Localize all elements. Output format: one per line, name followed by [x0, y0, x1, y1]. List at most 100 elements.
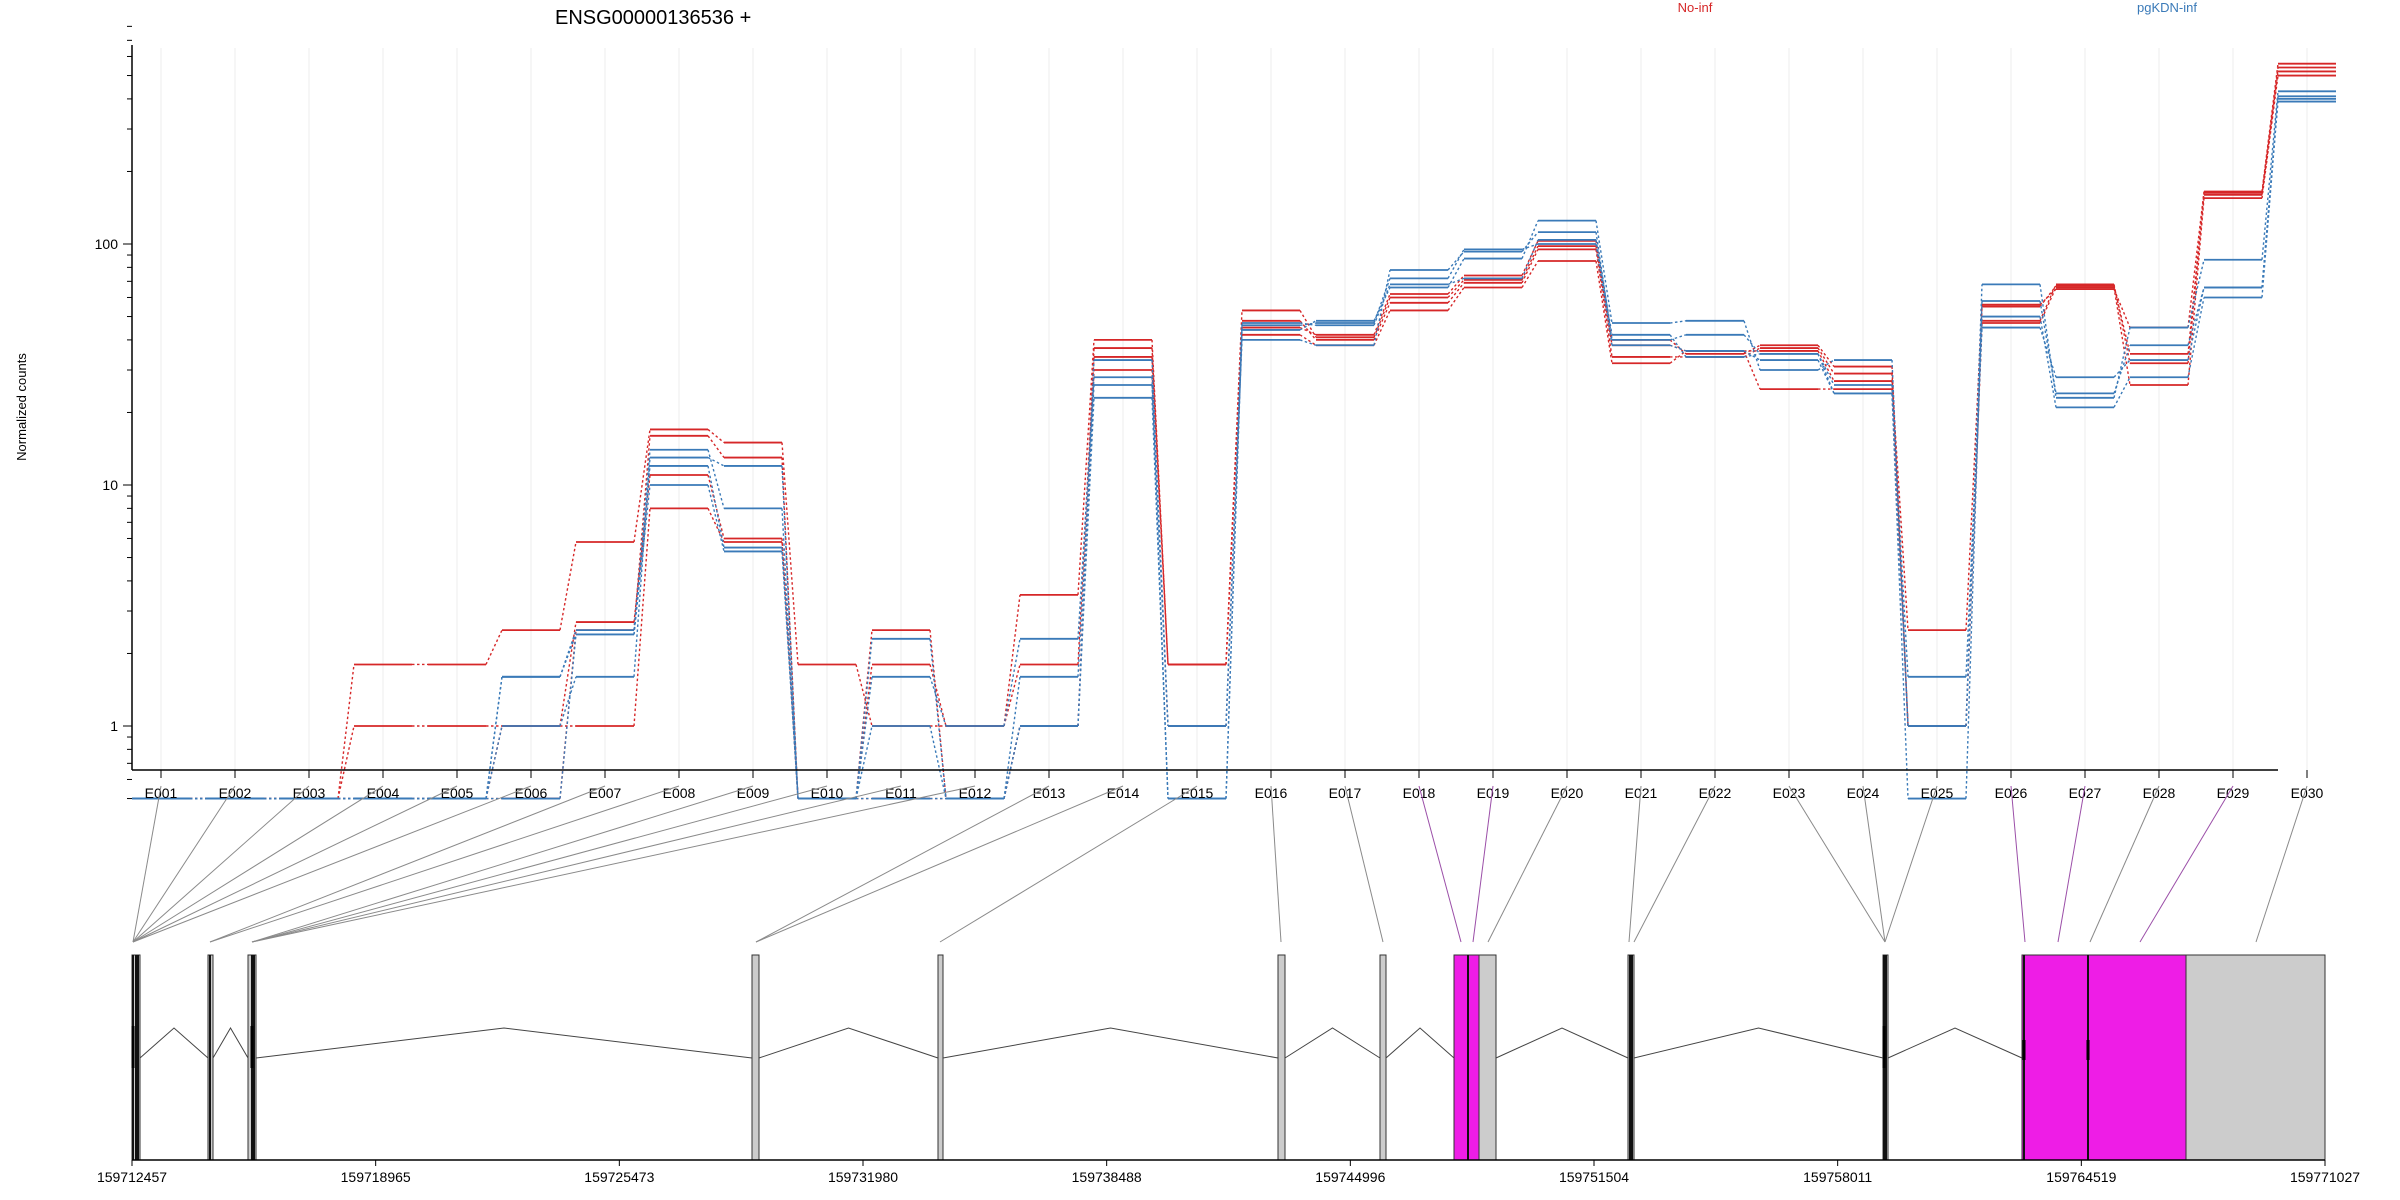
exon-connector: [251, 785, 902, 943]
x-tick-label: E015: [1181, 785, 1214, 801]
x-tick-label: E007: [589, 785, 622, 801]
exon-connector: [132, 785, 384, 943]
x-tick-label: E003: [293, 785, 326, 801]
exon-connector: [132, 785, 236, 943]
x-tick-label: E029: [2217, 785, 2250, 801]
intron-line: [212, 1027, 249, 1059]
series-no-inf-1: [132, 74, 2336, 800]
y-tick-label: 100: [95, 236, 119, 252]
exon-connector: [209, 785, 680, 943]
exon-connector: [132, 785, 310, 943]
exon-box-14: [2087, 954, 2187, 1161]
series-connector-line: [190, 101, 2279, 800]
intron-line: [942, 1027, 1279, 1059]
x-tick-label: E017: [1329, 785, 1362, 801]
genome-position-label: 159718965: [341, 1169, 411, 1185]
exon-connector: [132, 785, 162, 943]
x-tick-label: E010: [811, 785, 844, 801]
x-tick-label: E023: [1773, 785, 1806, 801]
exon-connector: [132, 785, 458, 943]
legend-pgkdn-inf: pgKDN-inf: [2137, 0, 2197, 15]
x-tick-label: E025: [1921, 785, 1954, 801]
genome-position-label: 159751504: [1559, 1169, 1629, 1185]
x-tick-label: E001: [145, 785, 178, 801]
x-tick-label: E030: [2291, 785, 2324, 801]
exon-box-15: [2185, 954, 2326, 1161]
series-pgkdn-inf-5: [132, 90, 2336, 800]
x-tick-label: E009: [737, 785, 770, 801]
x-tick-label: E005: [441, 785, 474, 801]
exon-connector: [1487, 785, 1568, 943]
intron-line: [1495, 1027, 1629, 1059]
x-tick-label: E022: [1699, 785, 1732, 801]
genome-position-label: 159771027: [2290, 1169, 2360, 1185]
genome-position-label: 159712457: [97, 1169, 167, 1185]
exon-connector: [1788, 785, 1886, 943]
series-connector-line: [190, 63, 2279, 800]
exon-connector: [1884, 785, 1938, 943]
series-level-line: [132, 62, 2336, 800]
x-axis: E001 E002 E003 E004 E005 E006 E007 E008 E009 E010…: [132, 769, 2324, 801]
series-level-line: [132, 74, 2336, 800]
series-pgkdn-inf-7: [132, 100, 2336, 800]
series-pgkdn-inf-6: [132, 95, 2336, 800]
y-axis: 1 10 100: [95, 25, 133, 800]
exon-connector: [251, 785, 754, 943]
series-level-line: [132, 66, 2336, 800]
exon-connector: [1628, 785, 1642, 943]
x-tick-label: E027: [2069, 785, 2102, 801]
exon-connector: [1344, 785, 1384, 943]
exon-connector: [1633, 785, 1716, 943]
x-tick-label: E011: [885, 785, 917, 801]
exon-connector: [755, 785, 1050, 943]
series-layer: [132, 62, 2336, 800]
intron-line: [255, 1027, 753, 1059]
series-level-line: [132, 98, 2336, 800]
series-level-line: [132, 90, 2336, 800]
genome-position-label: 159725473: [584, 1169, 654, 1185]
genome-position-label: 159738488: [1072, 1169, 1142, 1185]
exon-connector: [2089, 785, 2160, 943]
x-tick-label: E013: [1033, 785, 1066, 801]
series-no-inf-2: [132, 70, 2336, 800]
exon-connector: [1418, 785, 1462, 943]
intron-line: [139, 1027, 209, 1059]
intron-line: [1284, 1027, 1381, 1059]
x-tick-label: E012: [959, 785, 992, 801]
exon-connector: [1270, 785, 1282, 943]
genome-position-label: 159731980: [828, 1169, 898, 1185]
x-tick-label: E002: [219, 785, 252, 801]
exon-connectors: [132, 785, 2308, 943]
series-connector-line: [190, 96, 2279, 800]
x-tick-label: E024: [1847, 785, 1880, 801]
exon-connector: [2255, 785, 2308, 943]
exon-connector: [755, 785, 1124, 943]
exon-box-10: [1478, 954, 1497, 1161]
y-tick-label: 1: [110, 718, 118, 734]
x-tick-label: E020: [1551, 785, 1584, 801]
exon-connector: [2010, 785, 2026, 943]
exon-connector: [1472, 785, 1494, 943]
exon-connector: [251, 785, 976, 943]
exon-connector: [1862, 785, 1886, 943]
series-connector-line: [190, 91, 2279, 800]
series-connector-line: [190, 67, 2279, 800]
series-connector-line: [190, 98, 2279, 800]
exon-box-5: [937, 954, 944, 1161]
x-tick-label: E014: [1107, 785, 1140, 801]
x-tick-label: E021: [1625, 785, 1658, 801]
intron-line: [1633, 1027, 1884, 1059]
exon-connector: [2057, 785, 2086, 943]
series-connector-line: [190, 75, 2279, 800]
chart-title: ENSG00000136536 +: [555, 7, 751, 29]
legend-no-inf: No-inf: [1678, 0, 1713, 15]
exon-connector: [939, 785, 1198, 943]
exon-box-13: [2021, 954, 2089, 1161]
grid-lines: [160, 48, 2308, 770]
gene-model-track: 159712457 159718965 159725473 159731980 1597…: [97, 954, 2360, 1185]
series-no-inf-3: [132, 66, 2336, 800]
exon-box-4: [751, 954, 760, 1161]
x-tick-label: E028: [2143, 785, 2176, 801]
exon-connector: [2139, 785, 2234, 943]
